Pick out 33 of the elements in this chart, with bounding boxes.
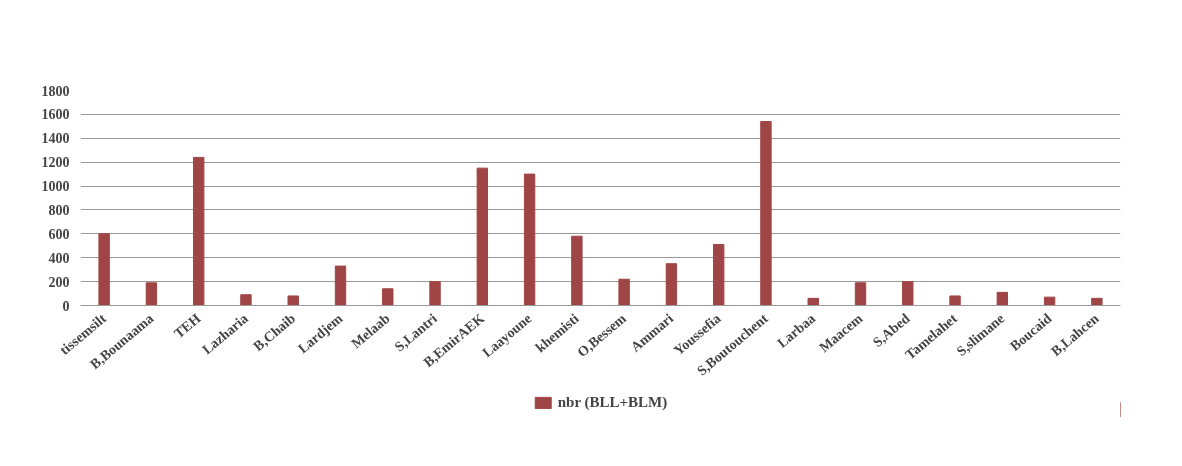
bar [145, 282, 158, 306]
bar [854, 282, 867, 306]
bar [996, 291, 1009, 306]
y-tick-label: 0 [62, 298, 70, 314]
bar [1043, 296, 1056, 306]
y-tick-label: 1400 [41, 131, 70, 147]
bar [902, 281, 914, 306]
y-tick-label: 200 [48, 274, 70, 290]
bar [334, 265, 347, 306]
bar [523, 173, 536, 306]
bar [476, 167, 489, 306]
bar [949, 295, 961, 306]
bar [429, 281, 441, 306]
y-tick-label: 1000 [41, 179, 70, 195]
y-tick-label: 600 [48, 226, 70, 242]
bar [240, 294, 252, 306]
legend-label: nbr (BLL+BLM) [557, 393, 668, 411]
y-tick-label: 1600 [41, 107, 70, 123]
bar [665, 263, 678, 306]
y-tick-label: 1800 [41, 83, 70, 99]
bar [807, 297, 819, 306]
y-tick-label: 800 [48, 202, 70, 218]
bar [712, 244, 725, 306]
bar [1091, 297, 1103, 306]
bar [618, 278, 630, 306]
bar [192, 156, 205, 306]
bar [760, 121, 772, 306]
bar [98, 233, 110, 306]
bar [571, 235, 583, 306]
y-tick-label: 1200 [41, 155, 70, 171]
bar [287, 295, 299, 306]
y-tick-label: 400 [48, 250, 70, 266]
bar [382, 288, 394, 306]
